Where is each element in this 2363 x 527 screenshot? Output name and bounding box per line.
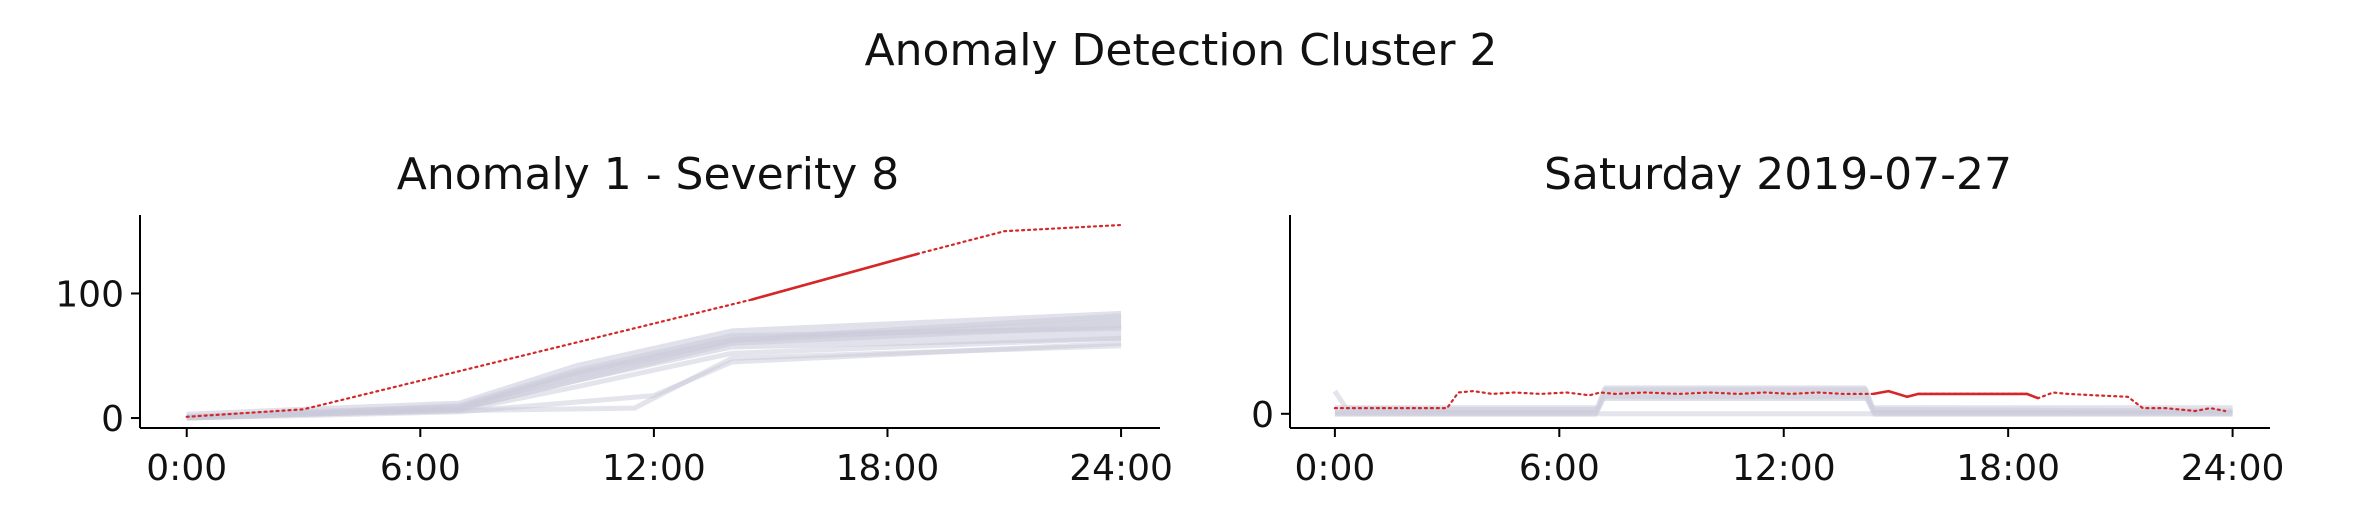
- highlight-series-solid-line: [1873, 389, 2039, 400]
- x-tick-label: 6:00: [380, 448, 461, 489]
- x-tick-label: 18:00: [1956, 448, 2060, 489]
- background-series-line: [186, 335, 1122, 421]
- y-tick-label: 0: [101, 399, 124, 440]
- y-tick-label: 0: [1251, 395, 1274, 436]
- y-tick-label: 100: [55, 274, 124, 315]
- highlight-series-solid-line: [750, 252, 919, 301]
- x-tick-label: 12:00: [1732, 448, 1836, 489]
- highlight-series-dotted-line: [185, 223, 1123, 418]
- subplot-1-plot-area: 0:00 6:00 12:00 18:00 24:00 0 100: [55, 215, 1173, 489]
- background-series-line: [1334, 394, 2233, 415]
- subplot-2: Saturday 2019-07-27 0:00 6:00 12:00 18:00 24…: [1251, 149, 2284, 489]
- x-tick-label: 18:00: [836, 448, 940, 489]
- subplot-1: Anomaly 1 - Severity 8 0:00 6:00 12:00 18:0…: [55, 149, 1173, 489]
- x-tick-label: 0:00: [146, 448, 227, 489]
- subplot-2-plot-area: 0:00 6:00 12:00 18:00 24:00 0: [1251, 215, 2284, 489]
- subplot-2-title: Saturday 2019-07-27: [1544, 149, 2012, 200]
- figure-title: Anomaly Detection Cluster 2: [865, 25, 1498, 76]
- x-tick-label: 12:00: [602, 448, 706, 489]
- subplot-1-title: Anomaly 1 - Severity 8: [397, 149, 900, 200]
- x-tick-label: 6:00: [1519, 448, 1600, 489]
- x-tick-label: 0:00: [1294, 448, 1375, 489]
- x-tick-label: 24:00: [2181, 448, 2285, 489]
- x-tick-label: 24:00: [1069, 448, 1173, 489]
